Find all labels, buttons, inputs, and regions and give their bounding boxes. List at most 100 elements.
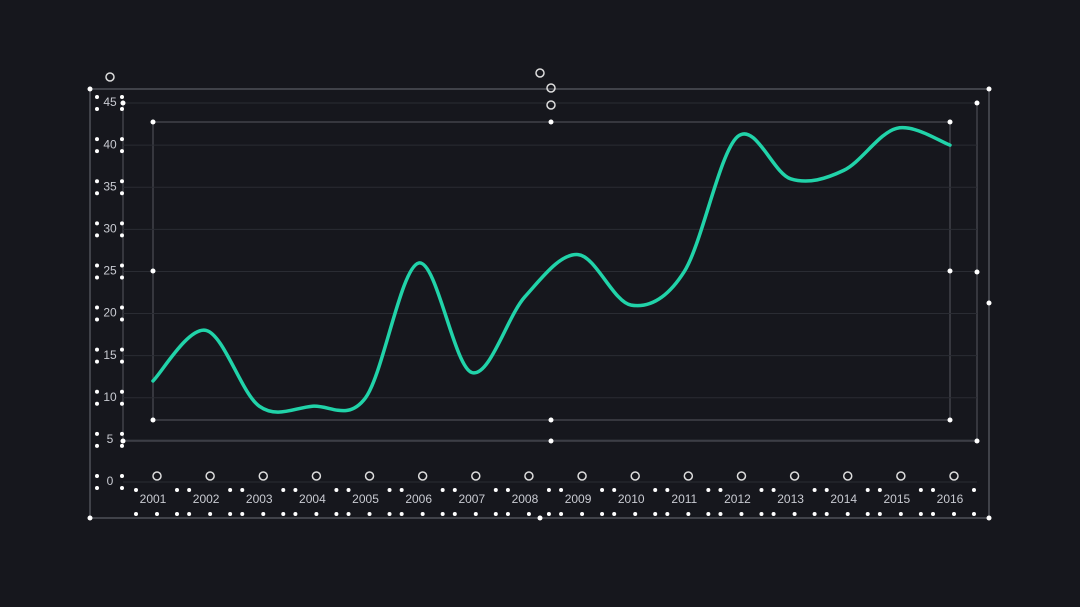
handle	[95, 347, 99, 352]
y-tick-label: 20	[103, 306, 117, 320]
handle	[559, 488, 564, 492]
handle	[187, 488, 192, 492]
x-tick-label: 2001	[140, 492, 167, 506]
rotate-handle	[546, 100, 556, 110]
handle	[120, 431, 124, 436]
rotate-handle	[152, 471, 162, 481]
handle	[440, 512, 445, 516]
handle	[95, 149, 99, 154]
handle	[505, 488, 510, 492]
handle	[653, 512, 658, 516]
handle	[493, 488, 498, 492]
handle	[346, 488, 351, 492]
handle	[952, 512, 956, 516]
handle	[526, 512, 531, 516]
handle	[120, 317, 124, 322]
x-tick-label: 2005	[352, 492, 379, 506]
handle	[686, 512, 691, 516]
handle	[600, 488, 605, 492]
rotate-handle	[577, 471, 587, 481]
x-tick-label: 2013	[777, 492, 804, 506]
handle	[293, 512, 298, 516]
handle	[972, 488, 976, 492]
handle	[281, 512, 286, 516]
handle	[95, 317, 99, 322]
rotate-handle	[311, 471, 322, 481]
handle	[95, 443, 99, 448]
handle	[546, 512, 551, 516]
y-tick-label: 25	[103, 264, 117, 278]
handle	[546, 488, 551, 492]
handle	[120, 443, 124, 448]
x-tick-label: 2002	[193, 492, 220, 506]
handle	[974, 438, 980, 444]
handle	[95, 179, 99, 184]
rotate-handle	[736, 471, 747, 481]
handle	[865, 488, 870, 492]
handle	[228, 512, 233, 516]
rotate-handle	[535, 68, 545, 78]
handle	[95, 107, 99, 111]
x-tick-label: 2014	[830, 492, 857, 506]
handle	[120, 263, 124, 268]
x-tick-label: 2012	[724, 492, 751, 506]
handle	[367, 512, 372, 516]
handle	[95, 359, 99, 364]
handle	[150, 417, 156, 423]
handle	[120, 401, 124, 406]
handle	[120, 107, 124, 111]
x-tick-label: 2003	[246, 492, 273, 506]
handle	[399, 512, 404, 516]
handle	[493, 512, 498, 516]
rotate-handle	[949, 471, 959, 481]
handle	[918, 488, 923, 492]
x-tick-label: 2016	[937, 492, 964, 506]
rotate-handle	[524, 471, 534, 481]
handle	[706, 488, 711, 492]
handle	[653, 488, 658, 492]
handle	[334, 488, 339, 492]
handle	[974, 269, 980, 275]
handle	[95, 233, 99, 238]
handle	[95, 431, 99, 436]
handle	[865, 512, 870, 516]
y-tick-label: 40	[103, 137, 117, 151]
rotate-handle	[258, 471, 269, 481]
handle	[665, 512, 670, 516]
rotate-handle	[842, 471, 853, 481]
x-tick-label: 2011	[671, 492, 697, 506]
handle	[898, 512, 903, 516]
y-tick-label: 0	[107, 474, 114, 488]
handle	[600, 512, 605, 516]
handle	[120, 233, 124, 238]
handle	[824, 512, 829, 516]
handle	[824, 488, 829, 492]
handle	[974, 100, 980, 106]
rotate-handle	[789, 471, 800, 481]
handle	[947, 268, 953, 274]
y-tick-label: 35	[103, 179, 117, 193]
handle	[155, 512, 159, 516]
handle	[134, 488, 138, 492]
handle	[95, 95, 99, 99]
handle	[120, 179, 124, 184]
rotate-handle	[417, 471, 428, 481]
handle	[812, 512, 817, 516]
x-tick-label: 2010	[618, 492, 645, 506]
handle	[346, 512, 351, 516]
handle	[548, 438, 554, 444]
handle	[739, 512, 744, 516]
handle	[120, 221, 124, 226]
handle	[95, 305, 99, 310]
handle	[175, 512, 179, 516]
handle	[240, 488, 245, 492]
handle	[87, 515, 93, 521]
handle	[95, 221, 99, 226]
handle	[452, 488, 457, 492]
handle	[718, 488, 723, 492]
handle	[771, 488, 776, 492]
handle	[812, 488, 817, 492]
handle	[665, 488, 670, 492]
handle	[120, 359, 124, 364]
